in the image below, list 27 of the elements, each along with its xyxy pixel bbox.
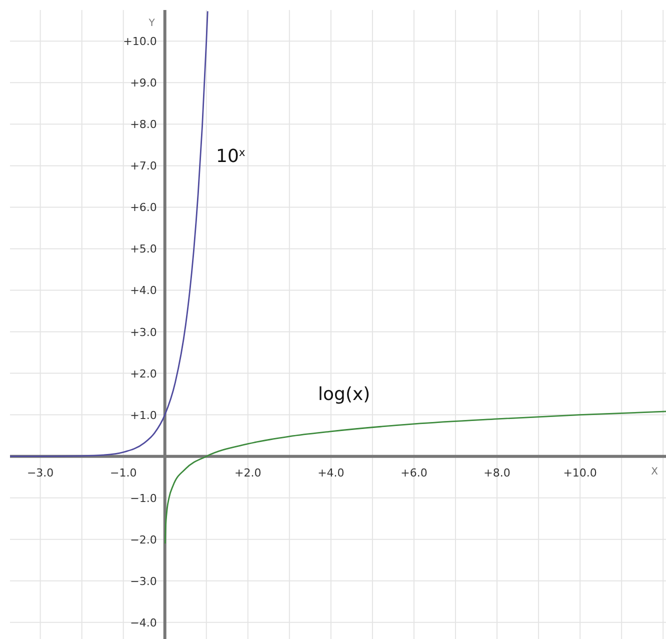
y-tick-label: +8.0 (130, 118, 157, 132)
series-label: 10$^{x}$ (216, 146, 246, 167)
y-tick-label: +10.0 (123, 35, 157, 48)
x-tick-label: −1.0 (110, 466, 137, 480)
x-tick-label: +4.0 (318, 466, 344, 480)
x-tick-label: +8.0 (484, 466, 510, 480)
y-tick-label: +7.0 (130, 160, 157, 173)
y-tick-label: +6.0 (130, 201, 157, 214)
y-tick-label: +3.0 (130, 326, 157, 339)
y-tick-label: −4.0 (130, 616, 157, 630)
line-series (164, 410, 666, 544)
y-tick-label: −2.0 (130, 533, 157, 546)
series-label: log(x) (318, 384, 370, 405)
y-tick-label: +4.0 (130, 284, 157, 298)
y-tick-label: +9.0 (130, 76, 157, 90)
y-tick-label: +1.0 (130, 408, 157, 422)
y-tick-label: −1.0 (130, 492, 157, 505)
x-tick-label: +2.0 (234, 466, 262, 480)
line-series (10, 10, 208, 458)
y-axis-title: Y (148, 18, 156, 29)
x-axis-title: X (651, 466, 658, 478)
x-tick-label: +10.0 (563, 466, 597, 480)
y-tick-label: +2.0 (130, 367, 157, 380)
x-tick-label: −3.0 (26, 466, 54, 480)
x-tick-label: +6.0 (400, 466, 428, 480)
y-tick-label: +5.0 (130, 242, 157, 256)
y-tick-label: −3.0 (130, 574, 157, 588)
